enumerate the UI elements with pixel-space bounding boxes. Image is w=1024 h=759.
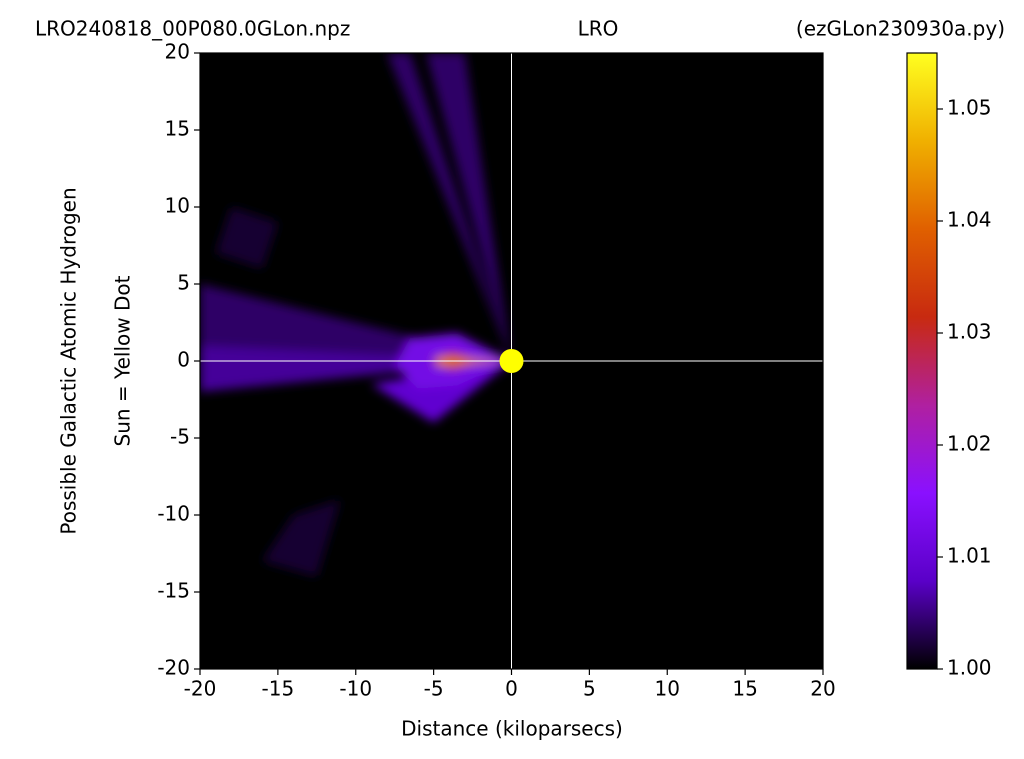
title-left: LRO240818_00P080.0GLon.npz [35,17,350,41]
colorbar-tick-label: 1.03 [947,320,992,344]
y-tick-label: -15 [157,579,190,603]
x-tick-label: -15 [262,677,295,701]
x-tick-label: 10 [655,677,680,701]
x-tick-label: 0 [505,677,518,701]
y-tick-label: -5 [170,425,190,449]
y-axis-label: Sun = Yellow Dot [111,275,135,446]
colorbar-tick-label: 1.05 [947,96,992,120]
heatmap-region [200,345,512,392]
x-tick-label: 5 [583,677,596,701]
x-axis-label: Distance (kiloparsecs) [401,717,623,741]
colorbar-tick-label: 1.04 [947,208,992,232]
plot-area [200,53,823,669]
y-tick-label: 10 [165,194,190,218]
colorbar-tick-label: 1.00 [947,656,992,680]
y-tick-label: 0 [177,348,190,372]
heatmap-region [425,53,512,361]
x-tick-label: -5 [424,677,444,701]
colorbar-tick-label: 1.02 [947,432,992,456]
y-tick-label: -20 [157,656,190,680]
heatmap-region [215,207,278,269]
y-tick-label: 20 [165,40,190,64]
y-axis-label: Possible Galactic Atomic Hydrogen [57,187,81,534]
x-tick-label: -20 [184,677,217,701]
sun-dot [499,349,524,373]
heatmap-region [262,499,341,577]
y-tick-label: 15 [165,117,190,141]
heatmap-region [386,53,512,361]
colorbar [906,52,938,670]
colorbar-tick-label: 1.01 [947,544,992,568]
y-tick-label: 5 [177,271,190,295]
y-tick-label: -10 [157,502,190,526]
x-tick-label: 15 [732,677,757,701]
x-tick-label: -10 [339,677,372,701]
title-center: LRO [578,17,619,41]
x-tick-label: 20 [810,677,835,701]
heatmap-layer [200,53,512,577]
title-right: (ezGLon230930a.py) [796,17,1005,41]
